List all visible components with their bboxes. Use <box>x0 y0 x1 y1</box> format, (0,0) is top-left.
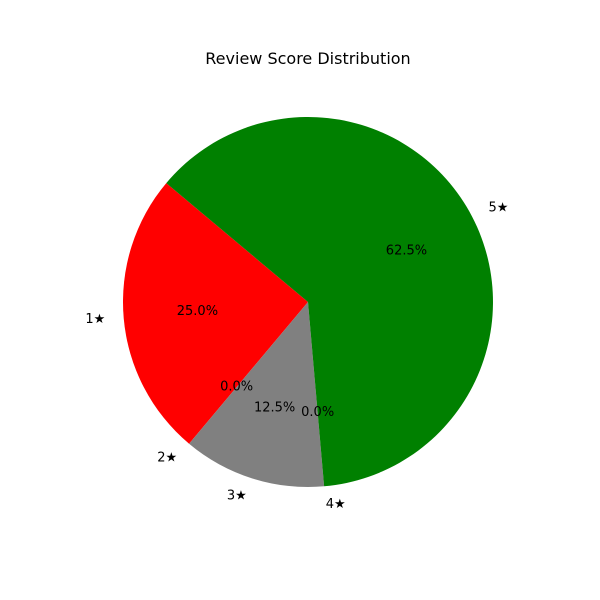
slice-5-label: 5★ <box>489 201 509 216</box>
slice-5-wedge <box>166 117 493 487</box>
slice-3-wedge <box>189 302 325 488</box>
slice-2-percent: 0.0% <box>220 380 253 395</box>
slice-2-label: 2★ <box>157 450 177 465</box>
pie-slices <box>122 117 493 488</box>
slice-4-percent: 0.0% <box>301 405 334 420</box>
chart-title: Review Score Distribution <box>205 49 410 68</box>
slice-1-wedge <box>122 183 308 444</box>
slice-4-label: 4★ <box>326 497 346 512</box>
slice-1-percent: 25.0% <box>177 304 218 319</box>
pie-category-labels: 1★ 2★ 3★ 4★ 5★ <box>85 201 508 513</box>
pie-percent-labels: 25.0%0.0%12.5% 0.0%62.5% <box>177 243 427 420</box>
slice-1-label: 1★ <box>85 312 105 327</box>
slice-3-percent: 12.5% <box>254 400 295 415</box>
slice-5-percent: 62.5% <box>386 243 427 258</box>
slice-3-label: 3★ <box>227 489 247 504</box>
